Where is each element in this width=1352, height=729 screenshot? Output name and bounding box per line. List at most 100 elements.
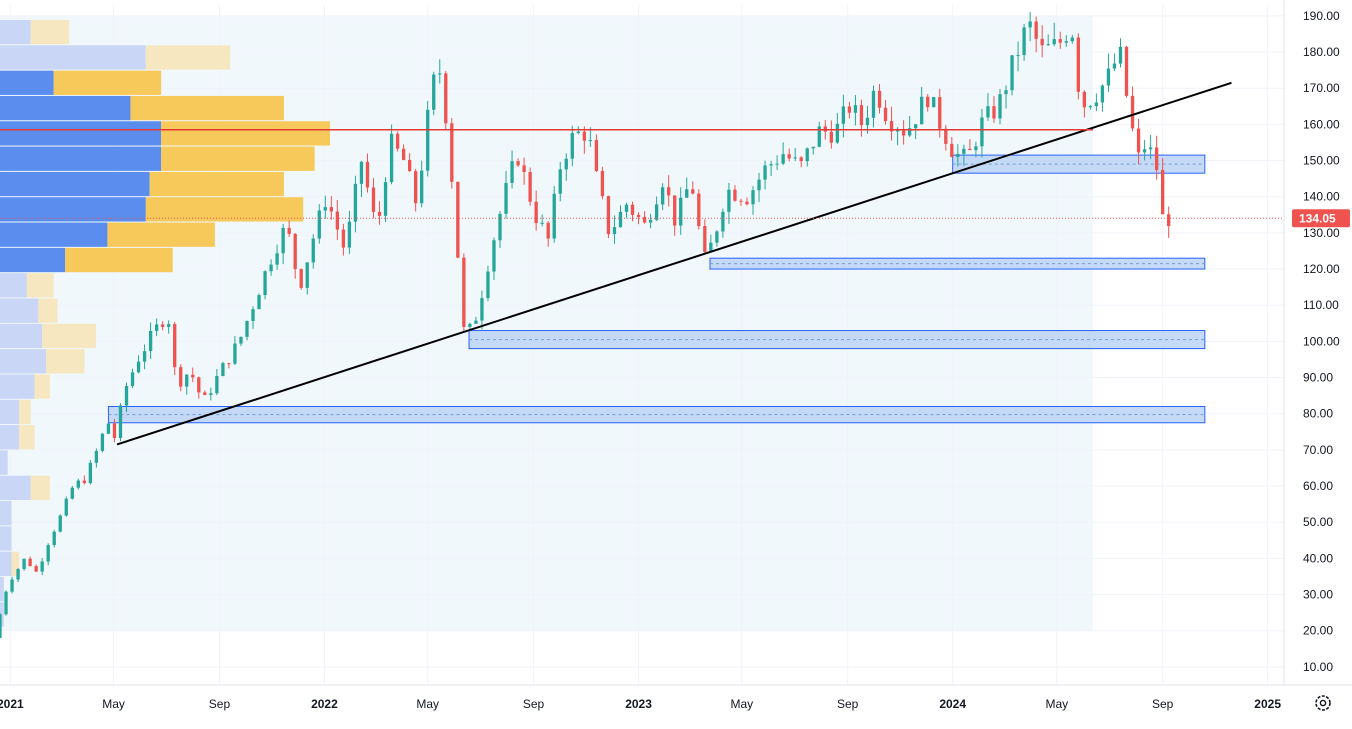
price-axis-tick-label: 190.00 bbox=[1303, 9, 1340, 23]
candle-up bbox=[727, 189, 731, 212]
candle-up bbox=[305, 262, 309, 288]
volume-profile-up-bar bbox=[0, 171, 150, 197]
price-axis-tick-label: 90.00 bbox=[1303, 371, 1333, 385]
time-axis-tick-label: May bbox=[1045, 697, 1068, 711]
candle-down bbox=[287, 227, 291, 234]
candle-up bbox=[1112, 63, 1117, 69]
candle-down bbox=[329, 207, 333, 212]
candle-up bbox=[233, 343, 237, 364]
time-axis-tick-label: 2025 bbox=[1254, 697, 1281, 711]
candle-down bbox=[1167, 214, 1171, 227]
price-axis-tick-label: 60.00 bbox=[1303, 479, 1333, 493]
candle-up bbox=[781, 154, 785, 164]
volume-profile-up-bar bbox=[0, 197, 146, 222]
candle-up bbox=[588, 140, 593, 142]
candle-down bbox=[883, 107, 888, 122]
candle-up bbox=[570, 133, 574, 159]
candle-up bbox=[974, 146, 978, 151]
price-axis-tick-label: 150.00 bbox=[1303, 154, 1340, 168]
candle-up bbox=[281, 227, 285, 254]
candle-up bbox=[239, 336, 243, 344]
candle-up bbox=[1148, 147, 1153, 150]
candle-down bbox=[365, 161, 370, 188]
candle-up bbox=[721, 211, 725, 232]
candle-up bbox=[426, 109, 430, 171]
candle-down bbox=[528, 172, 532, 202]
volume-profile-up-bar bbox=[0, 273, 27, 298]
candle-down bbox=[733, 189, 737, 201]
candle-up bbox=[835, 123, 840, 143]
candle-up bbox=[474, 320, 478, 324]
candle-up bbox=[154, 324, 159, 331]
candle-down bbox=[522, 165, 526, 173]
candle-up bbox=[58, 515, 62, 532]
candle-up bbox=[618, 211, 623, 228]
candle-up bbox=[805, 148, 809, 162]
candle-up bbox=[932, 97, 936, 108]
candle-up bbox=[251, 309, 255, 322]
time-axis-tick-label: Sep bbox=[1152, 697, 1174, 711]
candle-up bbox=[998, 94, 1002, 119]
candle-up bbox=[1046, 44, 1050, 46]
candle-up bbox=[1028, 21, 1032, 28]
candle-down bbox=[703, 226, 707, 252]
candle-up bbox=[492, 240, 496, 272]
candle-down bbox=[889, 121, 894, 132]
candle-down bbox=[1130, 95, 1135, 129]
candle-down bbox=[847, 106, 852, 113]
volume-profile-down-bar bbox=[65, 247, 173, 273]
volume-profile-up-bar bbox=[0, 70, 54, 95]
candle-up bbox=[94, 450, 99, 463]
volume-profile-up-bar bbox=[0, 19, 31, 45]
candle-up bbox=[185, 374, 189, 387]
candle-down bbox=[28, 558, 32, 567]
candle-up bbox=[576, 131, 580, 134]
candle-down bbox=[450, 123, 454, 182]
candle-up bbox=[871, 90, 876, 118]
price-axis-tick-label: 110.00 bbox=[1303, 298, 1339, 312]
volume-profile-down-bar bbox=[145, 45, 231, 70]
candle-down bbox=[1058, 39, 1062, 43]
volume-profile-up-bar bbox=[0, 576, 4, 602]
candle-up bbox=[980, 117, 984, 147]
candle-down bbox=[992, 106, 996, 119]
candle-up bbox=[1142, 149, 1147, 153]
candle-up bbox=[679, 197, 683, 226]
candle-down bbox=[697, 193, 701, 227]
volume-profile-down-bar bbox=[19, 399, 31, 425]
candle-up bbox=[221, 363, 225, 376]
candle-down bbox=[160, 324, 165, 327]
candle-up bbox=[118, 405, 123, 438]
candle-up bbox=[1118, 46, 1123, 64]
candle-up bbox=[245, 321, 249, 337]
volume-profile-down-bar bbox=[11, 551, 20, 576]
candle-down bbox=[1040, 38, 1044, 46]
price-axis-tick-label: 20.00 bbox=[1303, 624, 1333, 638]
candle-down bbox=[82, 480, 86, 484]
time-axis-tick-label: 2021 bbox=[0, 697, 24, 711]
candle-up bbox=[64, 498, 68, 516]
volume-profile-up-bar bbox=[0, 146, 162, 171]
volume-profile-up-bar bbox=[0, 450, 8, 475]
candle-up bbox=[432, 74, 436, 110]
volume-profile-down-bar bbox=[161, 121, 330, 146]
volume-profile-up-bar bbox=[0, 374, 35, 399]
candle-down bbox=[1124, 46, 1129, 96]
candle-up bbox=[540, 222, 544, 224]
candle-up bbox=[1064, 41, 1068, 43]
time-axis-tick-label: Sep bbox=[837, 697, 859, 711]
time-axis-tick-label: May bbox=[730, 697, 753, 711]
volume-profile-down-bar bbox=[130, 95, 284, 121]
volume-profile-down-bar bbox=[145, 197, 304, 222]
candle-down bbox=[938, 97, 942, 129]
candle-up bbox=[130, 372, 135, 386]
candle-up bbox=[0, 614, 2, 638]
candle-down bbox=[112, 423, 117, 438]
candle-up bbox=[914, 124, 918, 129]
price-axis-tick-label: 120.00 bbox=[1303, 262, 1340, 276]
candle-up bbox=[263, 271, 267, 296]
candle-up bbox=[420, 170, 424, 204]
gear-icon[interactable] bbox=[1312, 692, 1334, 714]
candle-down bbox=[968, 148, 972, 151]
